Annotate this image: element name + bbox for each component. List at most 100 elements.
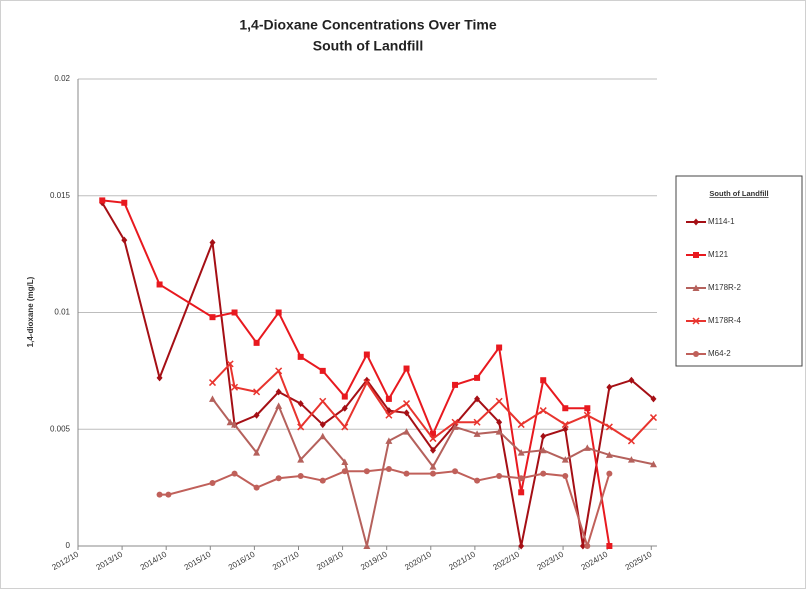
marker [403,470,410,477]
marker [363,468,370,475]
marker [297,456,305,463]
marker [319,477,326,484]
legend-title: South of Landfill [709,189,768,198]
series-line [211,398,654,547]
marker [495,397,503,405]
chart-subtitle: South of Landfill [313,38,423,54]
legend-marker [692,284,700,291]
marker [517,449,525,456]
marker [209,238,216,246]
marker [226,418,234,426]
y-tick-label: 0.02 [54,74,70,83]
marker [319,367,326,374]
marker [165,491,172,498]
marker [429,430,436,437]
marker [606,543,613,549]
legend-label: M178R-4 [708,316,741,325]
marker [121,199,128,206]
y-tick-label: 0 [66,541,71,550]
marker [579,542,586,550]
marker [606,383,613,391]
y-tick-label: 0.005 [50,424,71,433]
marker [606,470,613,477]
marker [209,314,216,321]
legend-label: M178R-2 [708,283,741,292]
marker [209,479,216,486]
marker [385,411,393,419]
marker [429,435,437,443]
marker [208,395,216,402]
marker [341,458,349,465]
marker [297,353,304,360]
marker [341,468,348,475]
marker [429,463,437,470]
y-tick-label: 0.01 [54,308,70,317]
marker [540,377,547,384]
marker [451,423,459,430]
marker [402,400,411,408]
marker [403,409,410,417]
marker [561,421,569,429]
marker [385,437,393,444]
marker [561,456,569,463]
marker [627,456,635,463]
marker [540,432,547,440]
marker [583,444,591,451]
legend-label: M114-1 [708,217,735,226]
legend-marker [693,218,699,226]
marker [156,491,163,498]
marker [231,421,239,428]
marker [121,236,128,244]
marker [385,395,392,402]
marker [275,367,283,375]
marker [275,309,282,316]
marker [156,281,163,288]
marker [275,388,282,396]
marker [605,423,613,431]
marker [253,411,260,419]
legend-box [675,175,803,367]
legend-label: M121 [708,250,729,259]
marker [518,542,525,550]
marker [319,397,327,405]
marker [297,472,304,479]
marker [253,339,260,346]
legend-marker [693,252,699,258]
marker [562,405,569,412]
legend-marker [692,317,700,325]
marker [473,418,481,426]
marker [319,421,326,429]
marker [208,379,217,387]
marker [403,428,411,435]
marker [495,428,503,435]
series-line [101,202,655,547]
series-line [102,199,611,547]
marker [628,376,635,384]
marker [319,432,327,440]
marker [429,470,436,477]
marker [231,309,238,316]
marker [363,351,370,358]
marker [649,414,658,422]
marker [518,489,525,496]
marker [231,470,238,477]
marker [385,465,392,472]
marker [627,437,635,445]
marker [452,381,459,388]
marker [363,379,371,387]
marker [451,418,459,426]
marker [403,365,410,372]
marker [341,393,348,400]
marker [583,411,591,419]
marker [275,475,282,482]
marker [156,374,163,382]
marker [452,468,459,475]
marker [540,470,547,477]
marker [605,451,613,458]
series-line [211,361,655,443]
marker [341,423,349,431]
y-tick-label: 0.015 [50,191,71,200]
marker [297,423,305,431]
